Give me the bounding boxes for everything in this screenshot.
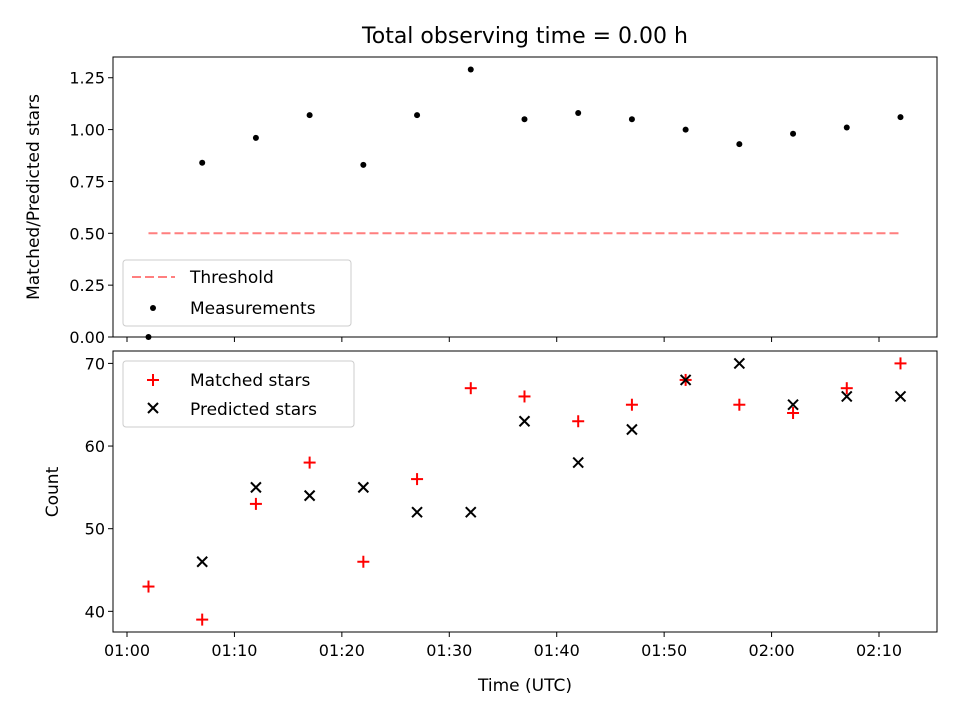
measurement-point (467, 66, 474, 73)
matched-star-point (733, 398, 746, 411)
predicted-star-point (841, 390, 853, 403)
predicted-star-point (733, 357, 746, 370)
count-x-tick-label: 01:40 (534, 641, 580, 660)
count-plot-area: 40 50 60 70 01:00 01:10 01:20 01:30 01:40 01:50 02… (85, 350, 938, 660)
predicted-star-point (196, 556, 208, 568)
ratio-axes-frame (112, 56, 938, 338)
matched-stars-legend-label: Matched stars (190, 371, 310, 391)
measurement-point (521, 116, 528, 123)
count-axes-frame (112, 350, 938, 633)
count-y-axis-label: Count (43, 466, 63, 517)
matched-star-point (303, 456, 316, 469)
count-x-axis-label: Time (UTC) (477, 676, 572, 696)
measurement-point (682, 126, 689, 133)
matched-star-point (840, 382, 853, 395)
predicted-star-point (465, 506, 477, 518)
predicted-stars-legend-label: Predicted stars (190, 400, 317, 420)
count-x-tick-label: 01:50 (641, 641, 687, 660)
predicted-star-point (303, 489, 316, 502)
predicted-star-point (518, 415, 531, 427)
ratio-y-tick-label: 0.00 (69, 328, 105, 347)
count-y-tick-label: 40 (85, 602, 105, 621)
measurement-point (575, 110, 582, 116)
predicted-star-point (250, 481, 262, 494)
measurement-point (736, 141, 743, 148)
count-x-tick-label: 02:10 (856, 641, 902, 660)
matched-star-point (572, 415, 585, 428)
matched-star-point (625, 398, 638, 411)
count-x-tick-label: 01:10 (211, 641, 257, 660)
predicted-star-point (411, 506, 423, 518)
predicted-star-point (679, 374, 692, 386)
threshold-legend-label: Threshold (189, 268, 274, 288)
count-y-tick-label: 70 (85, 354, 105, 373)
count-x-tick-label: 01:20 (319, 641, 365, 660)
measurement-point (628, 116, 635, 123)
measurement-point (252, 134, 259, 141)
ratio-chart-title: Total observing time = 0.00 h (361, 24, 688, 49)
predicted-star-point (894, 390, 907, 403)
measurements-legend-swatch (150, 305, 156, 311)
matched-star-point (464, 382, 477, 395)
measurement-point (843, 124, 850, 131)
matched-star-point (787, 406, 800, 419)
measurement-point (790, 130, 797, 137)
count-x-tick-label: 02:00 (749, 641, 795, 660)
measurement-point (199, 159, 206, 166)
matched-star-point (249, 497, 262, 510)
ratio-y-tick-label: 1.25 (69, 69, 105, 88)
ratio-legend-box (122, 259, 352, 327)
predicted-star-point (626, 423, 638, 436)
measurements-legend-label: Measurements (190, 299, 316, 319)
measurement-point (360, 161, 367, 168)
matched-stars-legend-swatch (147, 374, 159, 386)
ratio-y-tick-label: 1.00 (69, 121, 105, 140)
ratio-y-tick-label: 0.25 (69, 276, 105, 295)
count-x-tick-label: 01:00 (104, 641, 150, 660)
predicted-star-point (357, 481, 370, 494)
count-legend: Matched stars Predicted stars (122, 360, 355, 428)
ratio-panel: Total observing time = 0.00 h Matched/Pr… (24, 24, 938, 347)
matched-star-point (518, 390, 531, 403)
matched-star-point (411, 473, 424, 486)
measurement-point (306, 112, 313, 119)
ratio-plot-area: 0.00 0.25 0.50 0.75 1.00 1.25 (69, 56, 938, 347)
predicted-star-point (787, 399, 799, 411)
count-y-tick-label: 60 (85, 437, 105, 456)
matched-star-point (894, 357, 907, 370)
measurement-point (897, 114, 904, 121)
predicted-stars-legend-swatch (147, 402, 159, 414)
count-panel: Count Time (UTC) 40 50 60 70 01:00 01:10 01:20… (43, 350, 938, 696)
count-y-tick-label: 50 (85, 520, 105, 539)
ratio-legend: Threshold Measurements (122, 259, 352, 327)
ratio-y-axis-label: Matched/Predicted stars (24, 94, 44, 300)
measurement-point (414, 112, 421, 119)
matched-star-point (142, 580, 155, 593)
matched-star-point (196, 613, 209, 626)
ratio-y-tick-label: 0.75 (69, 172, 105, 191)
count-x-tick-label: 01:30 (426, 641, 472, 660)
matched-star-point (357, 555, 370, 568)
ratio-y-tick-label: 0.50 (69, 224, 105, 243)
predicted-star-point (572, 456, 584, 469)
count-legend-box (122, 360, 355, 428)
